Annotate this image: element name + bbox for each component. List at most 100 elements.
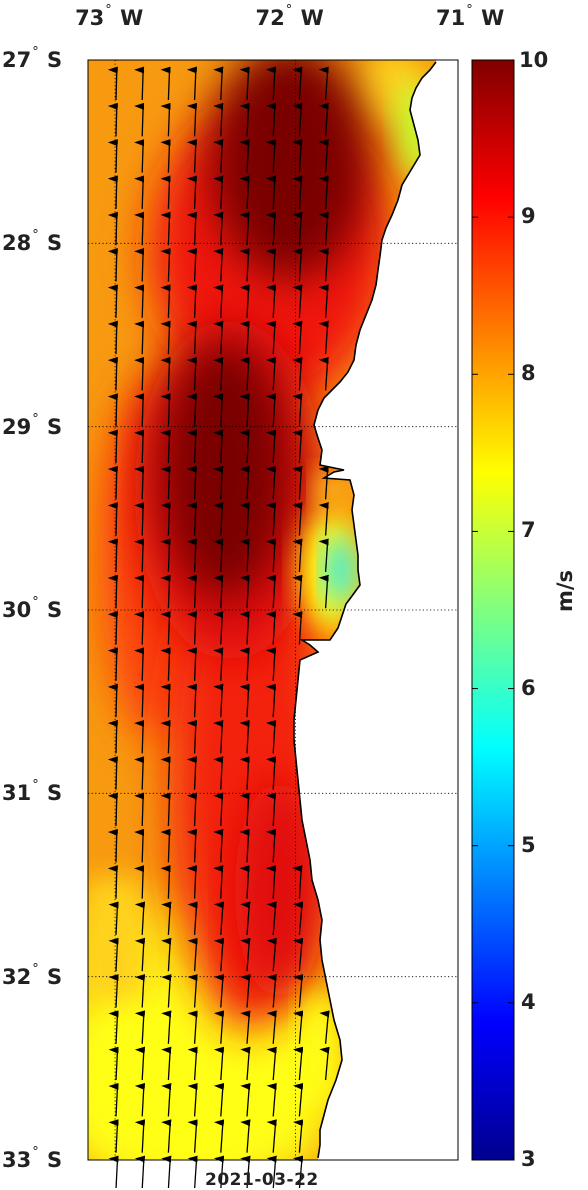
wind-arrow (107, 175, 118, 209)
wind-arrow (134, 139, 145, 173)
wind-arrow (213, 683, 224, 718)
wind-arrow (186, 393, 197, 427)
wind-arrow (213, 901, 225, 935)
x-tick-label: 72° W (255, 3, 324, 30)
wind-arrow (292, 102, 303, 137)
wind-arrow (186, 66, 197, 101)
wind-arrow (107, 393, 118, 427)
y-tick-label: 32° S (2, 961, 63, 989)
wind-arrow (107, 538, 118, 572)
wind-arrow (318, 102, 329, 137)
wind-arrow (240, 974, 251, 1008)
wind-arrow (134, 248, 145, 282)
wind-arrow (318, 175, 329, 209)
y-tick-label: 27° S (2, 45, 63, 72)
wind-arrow (186, 356, 197, 391)
wind-arrow (134, 66, 145, 101)
wind-arrow (134, 356, 145, 391)
wind-arrow (134, 211, 145, 246)
wind-arrow (265, 756, 277, 790)
wind-arrow (239, 175, 250, 209)
wind-arrow (108, 937, 119, 972)
wind-arrow (292, 502, 303, 536)
wind-arrow (134, 465, 145, 500)
x-tick-label: 71° W (436, 3, 505, 30)
wind-arrow (161, 1155, 172, 1188)
wind-arrow (186, 865, 197, 899)
wind-arrow (134, 683, 145, 718)
wind-arrow (239, 284, 250, 318)
wind-arrow (213, 248, 224, 282)
wind-arrow (266, 1010, 277, 1044)
wind-arrow (134, 284, 145, 318)
wind-arrow (318, 248, 329, 282)
wind-arrow (213, 320, 224, 355)
wind-arrow (161, 1010, 172, 1044)
wind-arrow (240, 1082, 251, 1117)
y-tick-label: 33° S (2, 1145, 63, 1172)
wind-arrow (107, 647, 118, 681)
wind-arrow (239, 828, 250, 863)
wind-arrow (265, 284, 277, 318)
wind-arrow (160, 611, 171, 645)
wind-arrow (239, 429, 250, 464)
wind-arrow (292, 1155, 304, 1188)
wind-arrow (213, 284, 224, 318)
wind-arrow (318, 284, 329, 318)
wind-arrow (240, 937, 251, 972)
wind-arrow (292, 356, 303, 391)
wind-arrow (319, 1046, 330, 1081)
wind-arrow (107, 211, 118, 246)
wind-arrow (160, 248, 171, 282)
wind-arrow (213, 611, 224, 645)
wind-arrow (134, 828, 145, 863)
wind-arrow (160, 66, 171, 101)
wind-arrow (107, 139, 118, 173)
wind-arrow (265, 393, 277, 427)
wind-arrow (161, 1046, 172, 1081)
wind-arrow (160, 139, 171, 173)
wind-arrow (265, 211, 277, 246)
wind-arrow (187, 1155, 198, 1188)
wind-arrow (213, 1082, 225, 1117)
wind-arrow (160, 393, 171, 427)
wind-arrow (187, 1119, 198, 1153)
wind-arrow (108, 1119, 119, 1153)
wind-arrow (187, 937, 198, 972)
wind-arrow (134, 974, 146, 1008)
wind-arrow (160, 574, 171, 609)
wind-arrow (265, 356, 277, 391)
colorbar-tick-label: 9 (521, 204, 536, 229)
wind-arrow (292, 901, 304, 935)
wind-arrow (213, 102, 224, 137)
wind-arrow (318, 465, 329, 500)
colorbar-tick-label: 4 (521, 989, 536, 1014)
wind-arrow (265, 502, 277, 536)
wind-arrow (292, 574, 303, 609)
wind-arrow (107, 465, 118, 500)
wind-arrow (134, 611, 145, 645)
wind-arrow (108, 1010, 119, 1044)
wind-arrow (186, 320, 197, 355)
wind-arrow (213, 828, 224, 863)
wind-arrow (134, 1082, 146, 1117)
wind-vectors (107, 66, 330, 1188)
wind-arrow (213, 538, 224, 572)
wind-arrow (186, 102, 197, 137)
wind-arrow (213, 792, 224, 827)
wind-arrow (186, 538, 197, 572)
wind-arrow (292, 429, 303, 464)
wind-arrow (160, 102, 171, 137)
wind-arrow (107, 865, 118, 899)
wind-arrow (319, 1010, 330, 1044)
y-tick-label: 29° S (2, 411, 63, 439)
wind-arrow (187, 974, 198, 1008)
wind-arrow (292, 1010, 304, 1044)
wind-arrow (161, 901, 172, 935)
wind-arrow (239, 465, 250, 500)
wind-arrow (213, 647, 224, 681)
wind-arrow (107, 66, 118, 101)
wind-arrow (292, 465, 303, 500)
wind-arrow (213, 356, 224, 391)
